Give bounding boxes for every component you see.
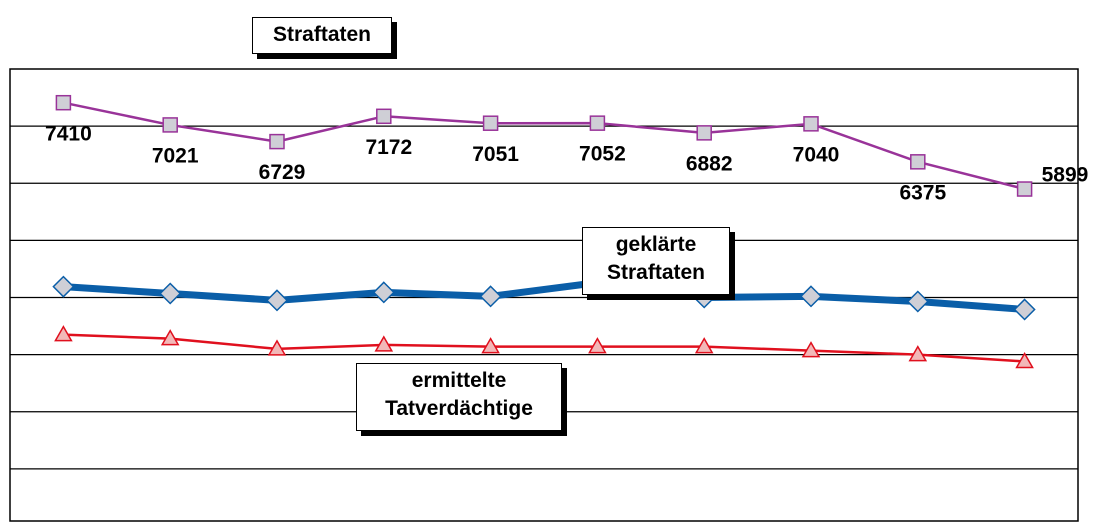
data-label: 7410 [45, 122, 92, 145]
marker [906, 290, 929, 313]
data-label: 7052 [579, 143, 626, 166]
marker [1016, 181, 1033, 197]
marker [376, 108, 392, 125]
marker [799, 285, 823, 308]
marker [588, 337, 607, 354]
data-label: 7040 [793, 143, 840, 166]
marker [482, 115, 499, 131]
marker [54, 325, 73, 342]
marker [374, 335, 394, 352]
marker [160, 329, 180, 346]
marker [481, 337, 500, 354]
data-label: 5899 [1042, 164, 1089, 187]
marker [162, 117, 178, 133]
marker [55, 94, 72, 111]
marker [694, 337, 714, 354]
marker [265, 289, 289, 312]
marker [159, 282, 182, 305]
series-line [63, 101, 1025, 191]
series-label: Straftaten [252, 17, 392, 54]
marker [803, 116, 819, 132]
marker [589, 115, 606, 131]
marker [479, 285, 502, 308]
series-label: ermittelte Tatverdächtige [356, 363, 562, 431]
data-label: 6375 [899, 181, 946, 204]
data-label: 7051 [472, 143, 519, 166]
marker [696, 125, 712, 141]
marker [1015, 351, 1034, 369]
marker [372, 281, 395, 304]
series-line [63, 333, 1025, 363]
series-label: geklärte Straftaten [582, 227, 730, 295]
marker [52, 275, 75, 298]
marker [908, 345, 928, 362]
marker [801, 341, 821, 358]
marker [269, 133, 285, 150]
series-line [63, 279, 1025, 313]
marker [910, 154, 926, 170]
marker [267, 339, 287, 356]
data-label: 7021 [152, 144, 199, 167]
data-label: 6882 [686, 152, 733, 175]
marker [1013, 298, 1036, 321]
data-label: 7172 [365, 136, 412, 159]
data-label: 6729 [259, 161, 306, 184]
